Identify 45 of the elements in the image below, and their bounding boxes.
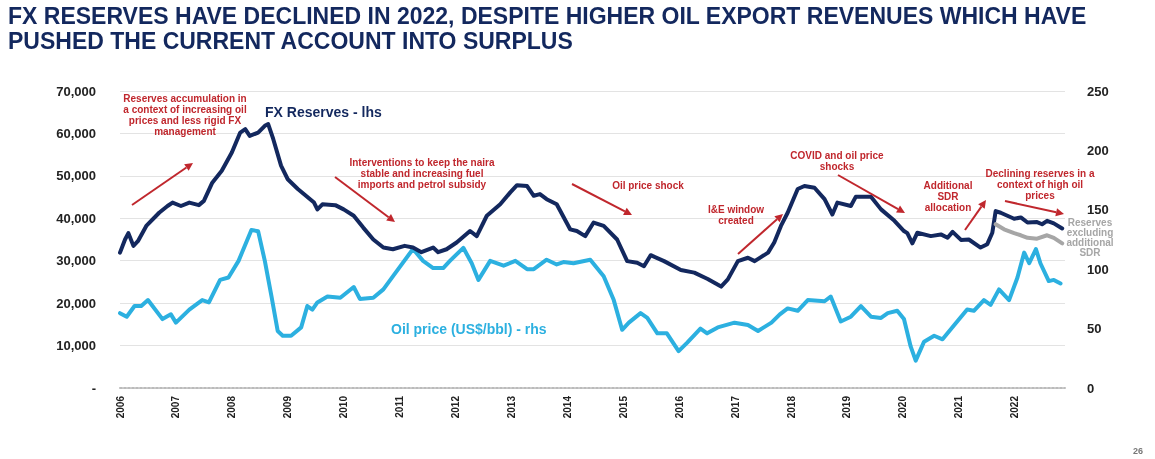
chart-title: FX RESERVES HAVE DECLINED IN 2022, DESPITE HIGHER OIL EXPORT REVENUES WHICH HAVE PUSHED THE CURRENT ACCOUNT INTO SURPLUS [8,3,1088,54]
x-tick-label: 2010 [338,395,350,419]
x-tick-label: 2012 [450,395,461,419]
line-series [118,228,1063,363]
annotation: Interventions to keep the naira stable and increasing fuel imports and petrol subsidy [348,157,496,190]
x-tick-label: 2016 [673,395,685,419]
y-tick-label: 40,000 [56,210,96,226]
y-tick-label: 30,000 [56,253,96,269]
y2-tick-label: 200 [1087,142,1109,158]
text: 26 [1132,446,1144,457]
series-label: Reserves excluding additional SDR [1065,217,1115,258]
line-series [993,222,1065,246]
y2-tick-label: 50 [1087,321,1102,337]
x-tick-label: 2021 [953,395,965,419]
y-tick-label: 10,000 [56,338,96,354]
x-tick-label: 2013 [505,395,517,419]
x-tick-label: 2018 [785,395,797,419]
y-tick-label: - [91,380,96,396]
y-tick-label: 70,000 [56,83,96,99]
y-tick-label: 50,000 [56,168,96,184]
x-tick-label: 2007 [170,395,182,419]
x-tick-label: 2011 [394,395,406,418]
x-tick-label: 2014 [561,395,573,419]
series-label: FX Reserves - lhs [265,104,382,120]
annotation: Oil price shock [611,180,685,191]
x-tick-label: 2022 [1009,395,1021,419]
x-tick-label: 2009 [282,395,294,419]
annotation: Declining reserves in a context of high oil prices [984,168,1096,201]
y-tick-label: 20,000 [56,295,96,311]
x-tick-label: 2019 [841,395,853,419]
annotation: I&E window created [706,204,766,226]
annotation: Additional SDR allocation [922,180,974,213]
y2-tick-label: 150 [1087,202,1109,218]
y2-tick-label: 0 [1087,380,1095,396]
y2-tick-label: 250 [1087,83,1109,99]
y2-tick-label: 100 [1087,261,1109,277]
annotation: COVID and oil price shocks [789,150,885,172]
x-tick-label: 2006 [114,395,126,419]
x-tick-label: 2020 [897,395,909,419]
y-tick-label: 60,000 [56,125,96,141]
x-tick-label: 2015 [617,395,629,419]
text: Oil price (US$/bbl) - rhs [391,321,547,337]
annotation: Reserves accumulation in a context of increasing oil prices and less rigid FX management [122,93,248,137]
x-tick-label: 2017 [729,395,741,419]
x-tick-label: 2008 [226,395,238,419]
